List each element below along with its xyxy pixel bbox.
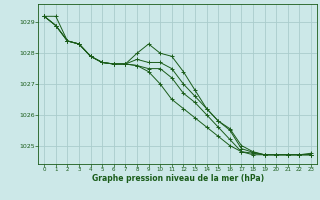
X-axis label: Graphe pression niveau de la mer (hPa): Graphe pression niveau de la mer (hPa) [92,174,264,183]
